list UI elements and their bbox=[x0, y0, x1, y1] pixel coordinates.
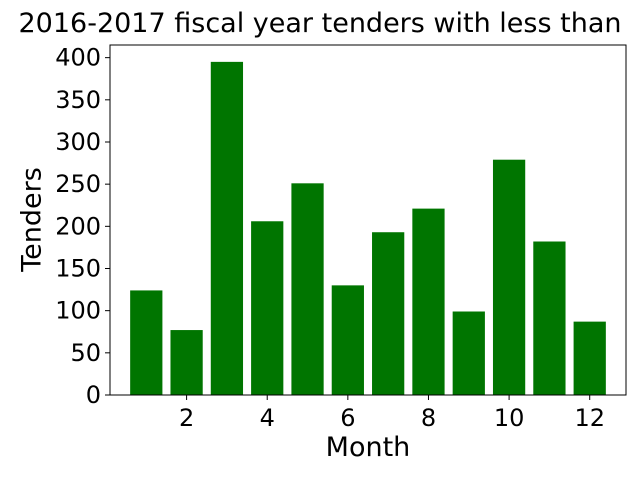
bars-group bbox=[130, 61, 606, 396]
y-tick-label-100: 100 bbox=[55, 297, 101, 325]
x-tick-label-8: 8 bbox=[421, 404, 436, 432]
y-tick-label-400: 400 bbox=[55, 44, 101, 72]
bar-month-3 bbox=[210, 61, 244, 396]
bar-month-1 bbox=[130, 290, 163, 395]
x-tick-label-10: 10 bbox=[494, 404, 525, 432]
y-tick-label-350: 350 bbox=[55, 86, 101, 114]
plot-frame bbox=[109, 44, 627, 396]
y-tick-label-200: 200 bbox=[55, 212, 101, 240]
bar-month-10 bbox=[492, 159, 526, 395]
y-tick-label-150: 150 bbox=[55, 254, 101, 282]
bar-month-7 bbox=[372, 232, 405, 395]
bar-month-5 bbox=[291, 183, 324, 395]
bar-month-11 bbox=[533, 241, 566, 395]
y-tick-label-300: 300 bbox=[55, 128, 101, 156]
x-axis-label: Month bbox=[325, 432, 411, 463]
ticks-group: 0 50 100 150 200 250 300 350 400 2 4 6 8 10 12 bbox=[55, 44, 605, 432]
bar-month-2 bbox=[170, 330, 203, 395]
bar-month-6 bbox=[331, 285, 364, 395]
y-tick-label-50: 50 bbox=[70, 339, 101, 367]
y-tick-label-0: 0 bbox=[86, 381, 101, 409]
x-tick-label-6: 6 bbox=[340, 404, 355, 432]
y-tick-label-250: 250 bbox=[55, 170, 101, 198]
x-tick-label-12: 12 bbox=[574, 404, 605, 432]
y-axis-label: Tenders bbox=[16, 167, 48, 272]
x-tick-label-2: 2 bbox=[179, 404, 194, 432]
bar-month-9 bbox=[452, 311, 485, 395]
x-tick-label-4: 4 bbox=[260, 404, 275, 432]
bar-month-4 bbox=[251, 221, 284, 395]
bar-month-12 bbox=[573, 321, 606, 395]
bar-month-8 bbox=[412, 208, 445, 395]
chart-title: 2016-2017 fiscal year tenders with less … bbox=[18, 8, 622, 39]
